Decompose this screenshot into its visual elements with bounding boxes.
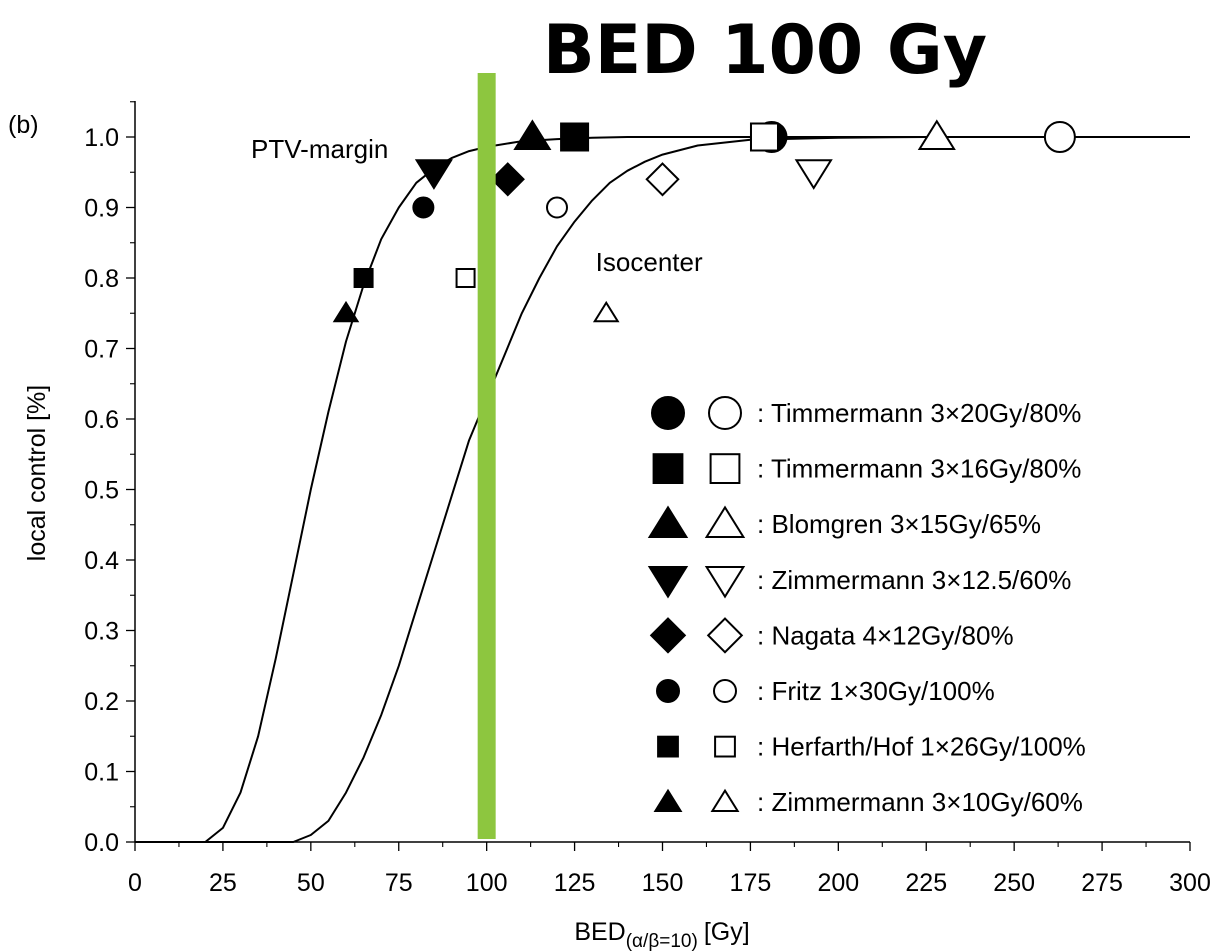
legend-marker-open-4: [704, 566, 746, 599]
legend-label-2: : Timmermann 3×16Gy/80%: [757, 454, 1081, 484]
x-tick-label: 175: [730, 869, 772, 897]
y-tick-label: 0.3: [84, 618, 119, 646]
reference-line-bed-100: [477, 73, 496, 839]
x-tick-label: 275: [1081, 869, 1123, 897]
legend-label-8: : Zimmermann 3×10Gy/60%: [757, 787, 1083, 817]
x-tick-label: 225: [905, 869, 947, 897]
data-point-filled-6: [412, 196, 435, 219]
data-point-filled-7: [353, 268, 374, 288]
data-point-open-8: [592, 300, 620, 323]
legend-marker-filled-5: [649, 617, 687, 654]
y-tick-label: 1.0: [84, 124, 119, 152]
legend-marker-open-6: [713, 679, 737, 703]
ticks-layer: 0 25 50 75 100 125 150 175 200 225 250 275 300 0.0 0.1…: [84, 101, 1211, 897]
y-tick-label: 0.2: [84, 688, 119, 716]
legend-label-7: : Herfarth/Hof 1×26Gy/100%: [757, 732, 1086, 762]
y-axis-title: local control [%]: [23, 385, 51, 561]
y-tick-label: 0.1: [84, 759, 119, 787]
legend-marker-open-2: [709, 453, 741, 485]
legend-marker-open-3: [704, 505, 746, 538]
data-point-open-2: [749, 122, 779, 152]
x-tick-label: 150: [642, 869, 684, 897]
legend-marker-open-8: [710, 788, 740, 812]
x-tick-label: 75: [385, 869, 413, 897]
panel-label: (b): [8, 111, 39, 139]
x-tick-label: 300: [1169, 869, 1211, 897]
data-point-open-7: [455, 268, 476, 288]
x-tick-label: 200: [817, 869, 859, 897]
data-point-open-1: [1043, 121, 1076, 153]
y-tick-label: 0.8: [84, 265, 119, 293]
legend-label-6: : Fritz 1×30Gy/100%: [757, 676, 995, 706]
legend-marker-filled-3: [647, 505, 689, 538]
legend: : Timmermann 3×20Gy/80% : Timmermann 3×16…: [647, 396, 1086, 817]
legend-marker-filled-7: [657, 735, 679, 758]
x-tick-label: 25: [209, 869, 237, 897]
legend-label-3: : Blomgren 3×15Gy/65%: [757, 509, 1041, 539]
x-axis-title-main: BED: [574, 918, 625, 946]
annotations-layer: PTV-margin Isocenter: [251, 134, 703, 277]
legend-marker-filled-2: [652, 453, 684, 485]
y-tick-label: 0.5: [84, 477, 119, 505]
data-point-filled-4: [414, 159, 453, 190]
data-point-open-4: [794, 159, 833, 190]
y-tick-label: 0.6: [84, 406, 119, 434]
legend-marker-filled-4: [647, 566, 689, 599]
y-tick-label: 0.9: [84, 195, 119, 223]
legend-label-1: : Timmermann 3×20Gy/80%: [757, 398, 1081, 428]
y-tick-label: 0.0: [84, 829, 119, 857]
legend-marker-open-7: [714, 735, 736, 758]
x-tick-label: 50: [297, 869, 325, 897]
data-point-open-5: [645, 162, 680, 197]
data-point-open-3: [917, 119, 956, 150]
x-tick-label: 100: [466, 869, 508, 897]
x-axis-title-subscript: (α/β=10): [626, 931, 698, 952]
legend-marker-filled-6: [656, 679, 680, 703]
data-point-filled-5: [490, 162, 525, 197]
data-point-filled-8: [332, 300, 360, 323]
points-layer: [332, 119, 1076, 323]
curve-annotation-1: PTV-margin: [251, 134, 388, 164]
x-tick-label: 125: [554, 869, 596, 897]
headline: BED 100 Gy: [543, 11, 987, 90]
legend-marker-filled-1: [651, 396, 685, 430]
legend-marker-filled-8: [653, 788, 683, 812]
legend-marker-open-5: [706, 617, 744, 654]
y-tick-label: 0.4: [84, 547, 119, 575]
legend-label-5: : Nagata 4×12Gy/80%: [757, 620, 1014, 650]
y-tick-label: 0.7: [84, 336, 119, 364]
data-point-open-6: [546, 196, 568, 219]
x-axis-title-unit: [Gy]: [704, 918, 750, 946]
x-tick-label: 0: [128, 869, 142, 897]
x-tick-label: 250: [993, 869, 1035, 897]
curve-annotation-2: Isocenter: [596, 247, 703, 277]
axes-layer: [134, 101, 1190, 843]
legend-label-4: : Zimmermann 3×12.5/60%: [757, 565, 1071, 595]
data-point-filled-3: [513, 119, 552, 150]
data-point-filled-2: [560, 122, 590, 152]
x-axis-title: BED(α/β=10) [Gy]: [574, 918, 749, 952]
legend-marker-open-1: [708, 396, 742, 430]
